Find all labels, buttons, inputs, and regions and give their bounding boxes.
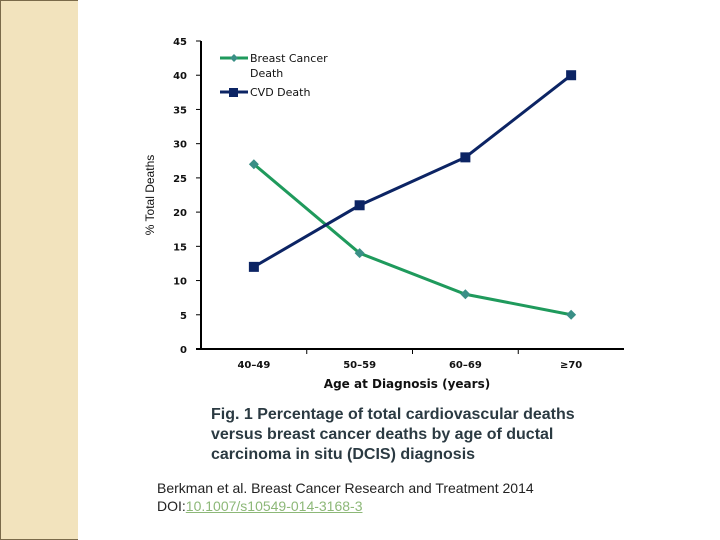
y-tick-label: 35: [173, 105, 187, 116]
doi-label: DOI:: [157, 498, 186, 514]
figure-caption: Fig. 1 Percentage of total cardiovascula…: [211, 406, 575, 463]
y-tick-label: 10: [173, 277, 187, 288]
citation: Berkman et al. Breast Cancer Research an…: [157, 479, 617, 515]
cvd-death-point: [248, 261, 259, 272]
series-breast-cancer-death: [248, 159, 577, 320]
legend-item-cvd-death: CVD Death: [220, 86, 310, 99]
cvd-death-point: [566, 70, 577, 81]
legend-diamond-marker: [230, 54, 238, 62]
y-tick-label: 40: [173, 71, 187, 82]
cvd-death-line: [253, 74, 573, 269]
legend-item-breast-cancer-death: Breast Cancer Death: [220, 52, 328, 80]
line-chart: 0 5 10 15 20 25 30 35 40 45 40–49 50–59 60–69 ≥70 Br…: [143, 37, 624, 391]
legend-label: CVD Death: [250, 86, 310, 99]
y-axis: 0 5 10 15 20 25 30 35 40 45: [173, 37, 202, 356]
y-tick-label: 30: [173, 140, 187, 151]
breast-cancer-death-point: [460, 289, 471, 300]
x-tick-label: ≥70: [560, 360, 582, 371]
breast-cancer-death-point: [354, 248, 365, 259]
y-tick-label: 45: [173, 37, 187, 48]
x-axis-title: Age at Diagnosis (years): [324, 377, 490, 391]
breast-cancer-death-point: [566, 309, 577, 320]
breast-cancer-death-point: [248, 159, 259, 170]
cvd-death-point: [354, 200, 365, 211]
x-tick-label: 50–59: [343, 360, 376, 371]
y-tick-label: 5: [180, 311, 187, 322]
cvd-death-point: [460, 152, 471, 163]
x-axis: 40–49 50–59 60–69 ≥70: [196, 348, 624, 371]
y-tick-label: 0: [180, 345, 187, 356]
legend: Breast Cancer Death CVD Death: [220, 52, 328, 99]
y-axis-title: % Total Deaths: [143, 155, 157, 236]
legend-square-marker: [229, 88, 238, 97]
series-cvd-death: [248, 70, 577, 272]
legend-label: Death: [250, 67, 283, 80]
x-tick-label: 40–49: [237, 360, 270, 371]
y-tick-label: 15: [173, 242, 187, 253]
decorative-side-band: [0, 0, 78, 540]
doi-link[interactable]: 10.1007/s10549-014-3168-3: [185, 498, 363, 514]
citation-doi: DOI:10.1007/s10549-014-3168-3: [157, 497, 617, 515]
series-layer: [248, 70, 577, 320]
breast-cancer-death-line: [252, 163, 572, 317]
y-tick-label: 20: [173, 208, 187, 219]
x-tick-label: 60–69: [449, 360, 482, 371]
legend-label: Breast Cancer: [250, 52, 328, 65]
citation-source: Berkman et al. Breast Cancer Research an…: [157, 480, 534, 496]
y-tick-label: 25: [173, 174, 187, 185]
